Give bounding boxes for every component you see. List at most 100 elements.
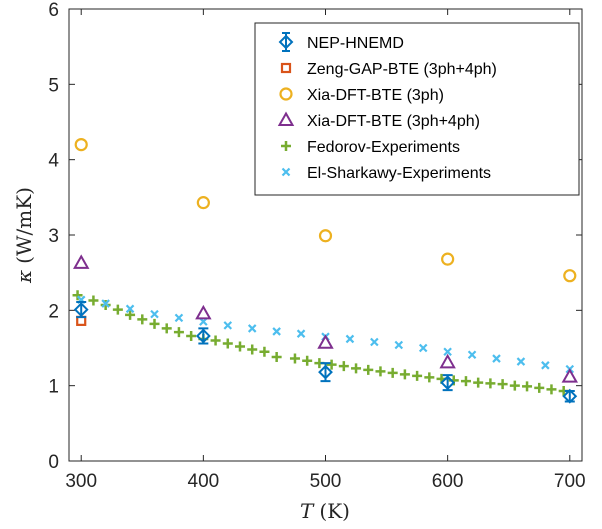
- legend-marker: [281, 141, 291, 151]
- legend-marker: [280, 62, 292, 74]
- legend-label-fedorov-experiments: Fedorov-Experiments: [307, 139, 460, 156]
- data-point: [418, 343, 428, 353]
- data-point: [441, 252, 455, 266]
- data-point: [412, 370, 423, 381]
- data-point: [516, 357, 526, 366]
- data-point: [125, 309, 136, 320]
- data-point: [338, 361, 349, 372]
- data-point: [363, 364, 374, 375]
- series-layer: [72, 138, 578, 404]
- x-axis-label-var: T: [300, 499, 315, 523]
- x-tick-label: 300: [65, 471, 97, 492]
- data-point: [497, 379, 508, 390]
- data-point: [88, 295, 99, 306]
- data-point: [546, 384, 557, 395]
- series-2: [74, 138, 577, 283]
- data-point: [443, 347, 452, 357]
- data-point: [375, 366, 386, 377]
- x-tick-label: 600: [432, 471, 464, 492]
- data-point: [72, 290, 83, 301]
- axis-ticks: 300 400 500 600 700 0 1 2 3 4 5 6: [48, 0, 585, 492]
- y-tick-label: 0: [48, 452, 59, 473]
- data-point: [318, 364, 333, 380]
- data-point: [74, 138, 88, 152]
- data-point: [387, 367, 398, 378]
- data-point: [394, 340, 404, 350]
- legend-marker: [281, 167, 291, 177]
- legend-label-nep-hnemd: NEP-HNEMD: [307, 35, 404, 52]
- data-point: [73, 302, 89, 317]
- y-tick-label: 6: [48, 0, 59, 21]
- legend-box: [254, 22, 580, 196]
- data-point: [460, 376, 471, 387]
- x-axis-label-unit: (K): [319, 499, 350, 523]
- data-point: [541, 361, 550, 370]
- data-point: [112, 304, 123, 315]
- x-tick-label: 400: [188, 471, 220, 492]
- y-axis-label: κ (W/mK): [12, 187, 36, 284]
- y-tick-label: 4: [48, 151, 59, 172]
- data-point: [174, 313, 184, 323]
- data-point: [439, 353, 456, 369]
- y-axis-label-var: κ: [12, 270, 36, 284]
- data-point: [492, 354, 501, 363]
- data-point: [317, 334, 334, 349]
- legend-markers: [277, 32, 295, 177]
- data-point: [101, 299, 110, 308]
- data-point: [562, 388, 578, 404]
- data-point: [210, 335, 221, 346]
- legend-label-el-sharkawy-experiments: El-Sharkawy-Experiments: [307, 165, 491, 182]
- data-point: [509, 380, 520, 391]
- data-point: [370, 337, 379, 347]
- data-point: [195, 304, 212, 320]
- data-point: [271, 352, 282, 363]
- data-point: [196, 196, 210, 210]
- data-point: [485, 378, 496, 389]
- y-tick-label: 5: [48, 75, 59, 96]
- data-point: [561, 368, 578, 383]
- legend-label-xia-dft-bte-3ph: Xia-DFT-BTE (3ph): [307, 87, 444, 104]
- data-point: [289, 353, 300, 364]
- series-3: [73, 254, 578, 383]
- data-point: [149, 318, 160, 329]
- data-point: [522, 381, 533, 392]
- data-point: [534, 382, 545, 393]
- data-point: [73, 254, 90, 269]
- data-point: [424, 372, 435, 383]
- data-point: [173, 327, 184, 338]
- data-point: [318, 229, 333, 243]
- y-axis-label-unit: (W/mK): [12, 187, 36, 264]
- data-point: [150, 309, 159, 319]
- data-point: [272, 327, 281, 336]
- data-point: [195, 328, 211, 344]
- y-tick-label: 2: [48, 301, 59, 322]
- legend-marker: [278, 34, 294, 50]
- data-point: [223, 321, 233, 330]
- data-point: [161, 323, 172, 334]
- x-axis-label: T (K): [300, 499, 350, 523]
- legend-marker: [279, 87, 293, 101]
- data-point: [137, 314, 148, 325]
- data-point: [235, 341, 245, 352]
- data-point: [186, 330, 197, 341]
- data-point: [473, 377, 484, 388]
- legend-label-xia-dft-bte-3ph-4ph: Xia-DFT-BTE (3ph+4ph): [307, 113, 480, 130]
- data-point: [296, 329, 306, 338]
- data-point: [259, 346, 270, 357]
- legend-marker: [277, 111, 295, 126]
- legend-label-zeng-gap-bte: Zeng-GAP-BTE (3ph+4ph): [307, 61, 497, 78]
- data-point: [247, 324, 257, 333]
- data-point: [125, 304, 135, 314]
- data-point: [345, 334, 355, 344]
- data-point: [467, 350, 477, 360]
- y-tick-label: 1: [48, 377, 59, 398]
- series-0: [73, 301, 578, 404]
- data-point: [222, 338, 233, 349]
- data-point: [247, 344, 258, 355]
- data-point: [302, 355, 313, 366]
- x-tick-label: 500: [310, 471, 342, 492]
- x-tick-label: 700: [554, 471, 586, 492]
- series-5: [76, 295, 575, 374]
- data-point: [351, 363, 362, 374]
